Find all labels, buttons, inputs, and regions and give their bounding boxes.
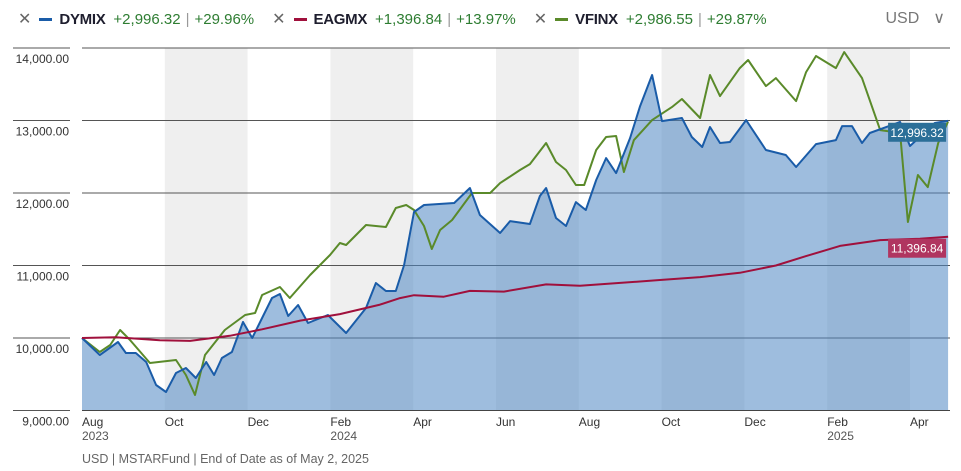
remove-series-icon[interactable]: ✕	[272, 11, 286, 28]
y-tick-label: 13,000.00	[16, 125, 70, 139]
series-line-vfinx	[81, 51, 950, 396]
y-tick-label: 9,000.00	[22, 415, 69, 429]
series-swatch	[555, 17, 569, 21]
x-tick-year: 2023	[82, 429, 109, 443]
remove-series-icon[interactable]: ✕	[533, 11, 548, 28]
legend-change: +1,396.84	[375, 10, 443, 28]
x-tick-label: Aug	[82, 415, 103, 429]
legend-pct: +29.96%	[194, 10, 255, 28]
x-tick-label: Apr	[910, 415, 929, 429]
legend-pct: +29.87%	[706, 10, 767, 28]
x-tick-label: Jun	[496, 415, 515, 429]
series-line-eagmx	[81, 235, 949, 342]
x-tick-year: 2025	[827, 429, 854, 443]
series-line-dymix	[81, 74, 949, 393]
currency-dropdown[interactable]: USD ∨	[886, 8, 946, 28]
legend-ticker: EAGMX	[313, 10, 368, 28]
legend-item-eagmx: ✕ EAGMX +1,396.84 | +13.97%	[272, 9, 516, 29]
x-tick-label: Oct	[165, 415, 184, 429]
divider: |	[447, 10, 452, 28]
y-tick-label: 11,000.00	[17, 270, 70, 284]
y-tick-label: 14,000.00	[16, 52, 70, 66]
legend-change: +2,996.32	[113, 10, 181, 28]
legend-item-dymix: ✕ DYMIX +2,996.32 | +29.96%	[18, 9, 254, 29]
legend-item-vfinx: ✕ VFINX +2,986.55 | +29.87%	[534, 9, 767, 29]
legend-ticker: VFINX	[575, 10, 618, 28]
legend-change: +2,986.55	[625, 10, 693, 28]
x-tick-label: Oct	[662, 415, 681, 429]
x-tick-label: Dec	[248, 415, 269, 429]
legend-ticker: DYMIX	[59, 10, 106, 28]
end-value-label-dymix: 12,996.32	[888, 122, 947, 142]
x-tick-label: Dec	[744, 415, 765, 429]
x-tick-label: Aug	[579, 415, 600, 429]
y-tick-label: 12,000.00	[16, 197, 70, 211]
series-area-dymix	[82, 75, 949, 411]
end-label-bg	[888, 238, 947, 258]
legend-pct: +13.97%	[456, 10, 516, 28]
end-value-label-eagmx: 11,396.84	[888, 238, 947, 258]
divider: |	[185, 10, 190, 28]
end-label-text: 11,396.84	[891, 242, 944, 256]
end-label-bg	[888, 122, 947, 142]
x-tick-label: Apr	[413, 415, 432, 429]
footer-note: USD | MSTARFund | End of Date as of May …	[82, 452, 369, 466]
currency-label: USD	[885, 10, 920, 27]
remove-series-icon[interactable]: ✕	[18, 11, 32, 28]
y-tick-label: 10,000.00	[16, 342, 70, 356]
chevron-down-icon: ∨	[933, 10, 945, 27]
series-swatch	[39, 17, 53, 21]
legend: ✕ DYMIX +2,996.32 | +29.96% ✕ EAGMX +1,3…	[18, 9, 785, 29]
series-swatch	[293, 17, 307, 21]
end-label-text: 12,996.32	[890, 126, 944, 140]
divider: |	[698, 10, 702, 28]
x-tick-label: Feb	[330, 415, 351, 429]
x-tick-label: Feb	[827, 415, 848, 429]
x-tick-year: 2024	[330, 429, 357, 443]
